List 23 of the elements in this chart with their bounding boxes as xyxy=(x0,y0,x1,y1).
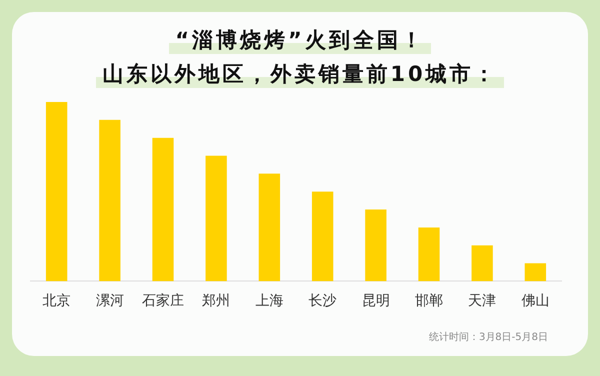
x-tick-label: 漯河 xyxy=(96,293,124,310)
bar xyxy=(46,102,68,282)
x-tick-label: 佛山 xyxy=(521,293,550,310)
chart-subtitle: 山东以外地区，外卖销量前10城市： xyxy=(96,60,504,88)
text: 统计时间：3月8日-5月8日 xyxy=(428,330,548,344)
bar xyxy=(472,245,493,282)
x-tick-label: 北京 xyxy=(42,293,71,310)
bar xyxy=(99,120,120,282)
x-tick-label: 邯郸 xyxy=(415,293,443,310)
x-tick-label: 上海 xyxy=(255,293,284,310)
chart-title: “淄博烧烤”火到全国！ xyxy=(169,26,431,54)
bar xyxy=(418,227,440,282)
bar xyxy=(206,156,227,282)
x-tick-label: 天津 xyxy=(468,293,496,310)
bar xyxy=(312,192,334,282)
bar xyxy=(152,138,174,282)
bar xyxy=(258,174,280,282)
x-tick-label: 长沙 xyxy=(308,293,337,310)
bar xyxy=(524,263,546,282)
x-tick-label: 昆明 xyxy=(362,293,390,310)
bar xyxy=(365,210,386,282)
x-tick-label: 石家庄 xyxy=(142,293,184,310)
x-tick-label: 郑州 xyxy=(202,293,230,310)
